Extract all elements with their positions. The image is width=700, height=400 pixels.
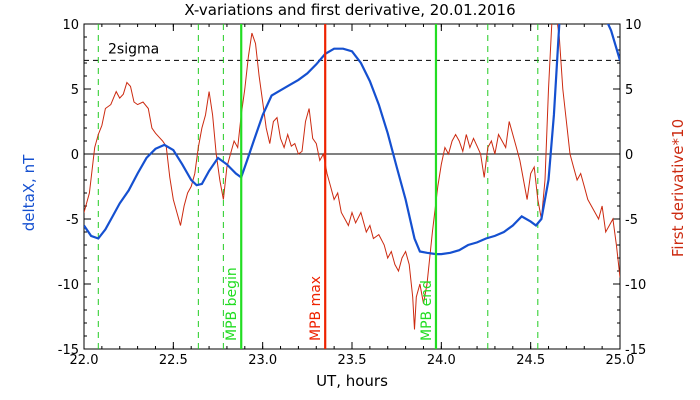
x-tick-label: 22.5 (159, 353, 188, 368)
x-axis-label: UT, hours (316, 372, 388, 390)
mpb-begin-label: MPB begin (224, 267, 240, 341)
y-left-tick-label: -5 (66, 213, 79, 228)
y-left-tick-label: -15 (58, 343, 79, 358)
x-tick-label: 24.0 (427, 353, 456, 368)
y-right-tick-label: -15 (625, 343, 646, 358)
derivative-series-line (84, 24, 620, 330)
plot-area (84, 24, 620, 349)
y-left-tick-label: -10 (58, 278, 79, 293)
x-tick-label: 24.5 (516, 353, 545, 368)
x-tick-label: 22.0 (70, 353, 99, 368)
y-right-tick-label: 10 (625, 18, 642, 33)
x-tick-label: 23.0 (248, 353, 277, 368)
y-axis-right-label: First derivative*10 (669, 119, 687, 257)
y-right-tick-labels: -15 -10 -5 0 5 10 (625, 18, 646, 358)
y-left-tick-label: 10 (62, 18, 79, 33)
deltax-series-line (84, 24, 620, 256)
mpb-end-label: MPB end (419, 280, 435, 341)
y-right-tick-label: 0 (625, 148, 633, 163)
y-left-tick-label: 0 (71, 148, 79, 163)
two-sigma-label: 2sigma (108, 41, 159, 57)
y-left-tick-label: 5 (71, 83, 79, 98)
mpb-max-label: MPB max (308, 276, 324, 341)
y-right-tick-label: -10 (625, 278, 646, 293)
x-tick-label: 25.0 (606, 353, 635, 368)
y-axis-left-label: deltaX, nT (20, 154, 38, 231)
x-tick-label: 23.5 (338, 353, 367, 368)
axis-ticks (83, 23, 621, 350)
chart-title: X-variations and first derivative, 20.01… (184, 1, 515, 19)
y-right-tick-label: 5 (625, 83, 633, 98)
plot-frame (83, 23, 621, 350)
x-tick-labels: 22.0 22.5 23.0 23.5 24.0 24.5 25.0 (70, 353, 635, 368)
y-right-tick-label: -5 (625, 213, 638, 228)
y-left-tick-labels: -15 -10 -5 0 5 10 (58, 18, 79, 358)
